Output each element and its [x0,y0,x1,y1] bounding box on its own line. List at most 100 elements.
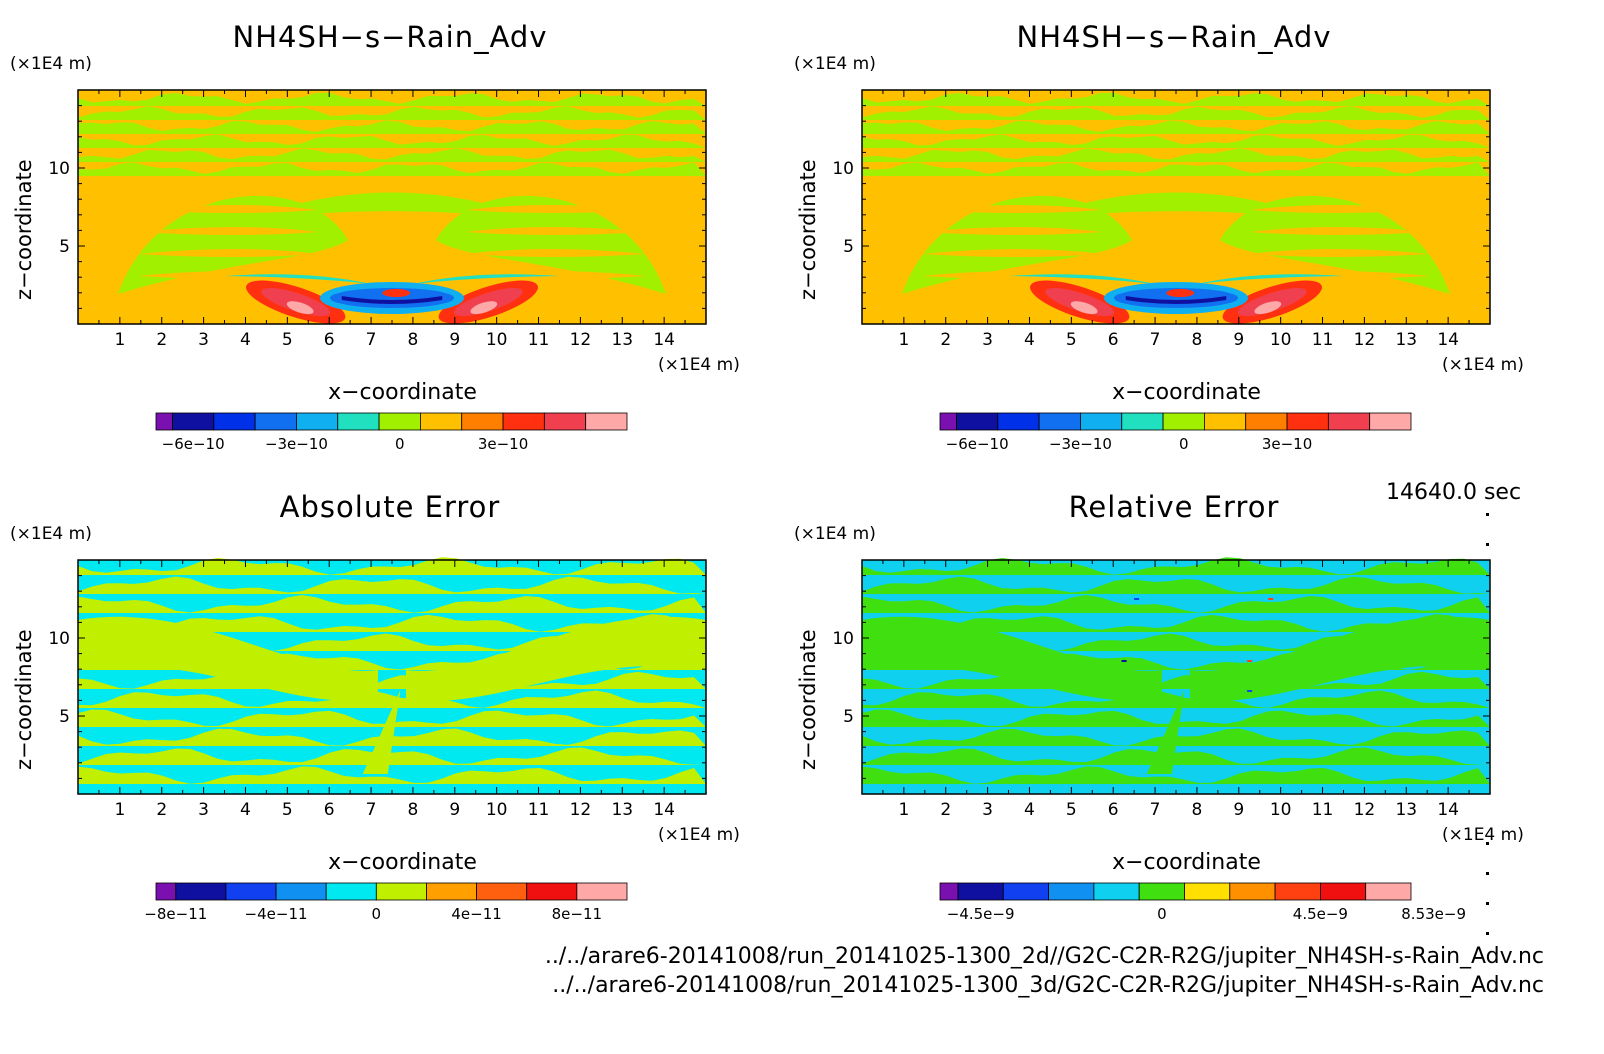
x-tick-label: 2 [156,800,167,820]
field-band [78,120,706,134]
colorbar-segment [296,412,339,431]
z-unit-label: (×1E4 m) [10,524,92,544]
field-arc [1008,274,1156,284]
rain-lobe-core [1070,301,1098,315]
x-tick-label: 8 [1192,800,1203,820]
field-band [78,162,706,176]
field-streak [1250,205,1430,213]
colorbar-segment [1274,882,1321,901]
field-streak [1250,227,1430,235]
field-lobe [1002,192,1350,230]
field-band [78,595,706,613]
x-tick-label: 4 [240,330,251,350]
dot-marker [1486,902,1489,905]
rain-core-dark [341,296,443,304]
x-tick-label: 11 [528,330,550,350]
colorbar-segment [1229,882,1276,901]
x-tick-label: 11 [1312,800,1334,820]
colorbar-tick-label: −3e−10 [1049,435,1112,453]
panel-top-left: NH4SH−s−Rain_Adv (×1E4 m) z−coordinate (… [0,0,780,470]
field-band [862,766,1490,784]
x-tick-label: 14 [653,330,675,350]
x-tick-label: 10 [1270,800,1292,820]
field-lobe [218,192,566,230]
field-streak [922,205,1102,213]
field-band [78,614,706,632]
field-streak [138,227,318,235]
x-unit-label: (×1E4 m) [658,825,740,845]
field-band [862,92,1490,106]
dot-marker [1486,513,1489,516]
colorbar-tick-label: −8e−11 [144,905,207,923]
x-tick-label: 2 [940,330,951,350]
z-tick-label: 10 [832,629,854,649]
z-tick-label: 10 [48,159,70,179]
field-streak [922,227,1102,235]
colorbar-segment [1369,412,1412,431]
field-arc [1196,274,1344,284]
x-tick-label: 5 [1066,330,1077,350]
field-band [862,134,1490,148]
field-band [862,595,1490,613]
colorbar-segment [155,412,173,431]
colorbar-segment [213,412,256,431]
field-band [78,148,706,162]
colorbar-segment [420,412,463,431]
x-tick-label: 13 [1395,800,1417,820]
x-tick-label: 3 [198,800,209,820]
colorbar-tick-label: 4.5e−9 [1293,905,1348,923]
field-speck [1247,660,1253,662]
colorbar-segment [1245,412,1288,431]
colorbar-tick-label: −6e−10 [162,435,225,453]
x-tick-label: 4 [1024,800,1035,820]
dot-marker [1486,543,1489,546]
colorbar-tick-label: −6e−10 [946,435,1009,453]
field-arc [224,274,372,284]
colorbar-segment [543,412,587,431]
rain-spot [1166,289,1195,297]
x-axis-label: x−coordinate [1112,850,1261,875]
chart-title: Absolute Error [279,490,501,524]
chart-title: NH4SH−s−Rain_Adv [232,20,548,54]
time-label: 14640.0 sec [1386,480,1522,505]
field-lobe [902,195,1132,294]
colorbar-segment [585,412,628,431]
z-unit-label: (×1E4 m) [794,54,876,74]
colorbar-segment [502,412,545,431]
colorbar-tick-label: 8.53e−9 [1401,905,1466,923]
file-path-3d: ../../arare6-20141008/run_20141025-1300_… [552,973,1544,998]
x-tick-label: 3 [982,330,993,350]
colorbar-tick-label: −3e−10 [265,435,328,453]
x-tick-label: 7 [1150,800,1161,820]
field-band [78,106,706,120]
x-tick-label: 14 [653,800,675,820]
field-lobe [1190,616,1490,702]
z-tick-label: 5 [843,707,854,727]
x-tick-label: 8 [408,800,419,820]
x-tick-label: 10 [486,330,508,350]
dot-marker [1486,932,1489,935]
x-tick-label: 2 [940,800,951,820]
colorbar-segment [254,412,297,431]
colorbar-segment [1002,882,1049,901]
colorbar-tick-label: 8e−11 [552,905,602,923]
colorbar-segment [175,882,227,901]
x-tick-label: 9 [1233,800,1244,820]
field-streak [138,205,318,213]
colorbar-segment [476,882,528,901]
field-speck [1134,598,1140,600]
rain-lobe-core [470,301,498,315]
field-band [78,576,706,594]
x-tick-label: 6 [324,800,335,820]
colorbar-segment [1080,412,1123,431]
x-tick-label: 3 [198,330,209,350]
dot-marker [1486,872,1489,875]
colorbar-segment [275,882,327,901]
field-band [862,120,1490,134]
field-band [78,557,706,575]
x-tick-label: 13 [1395,330,1417,350]
panel-bottom-right: Relative Error (×1E4 m) z−coordinate (×1… [784,470,1564,940]
x-tick-label: 3 [982,800,993,820]
x-tick-label: 1 [114,330,125,350]
